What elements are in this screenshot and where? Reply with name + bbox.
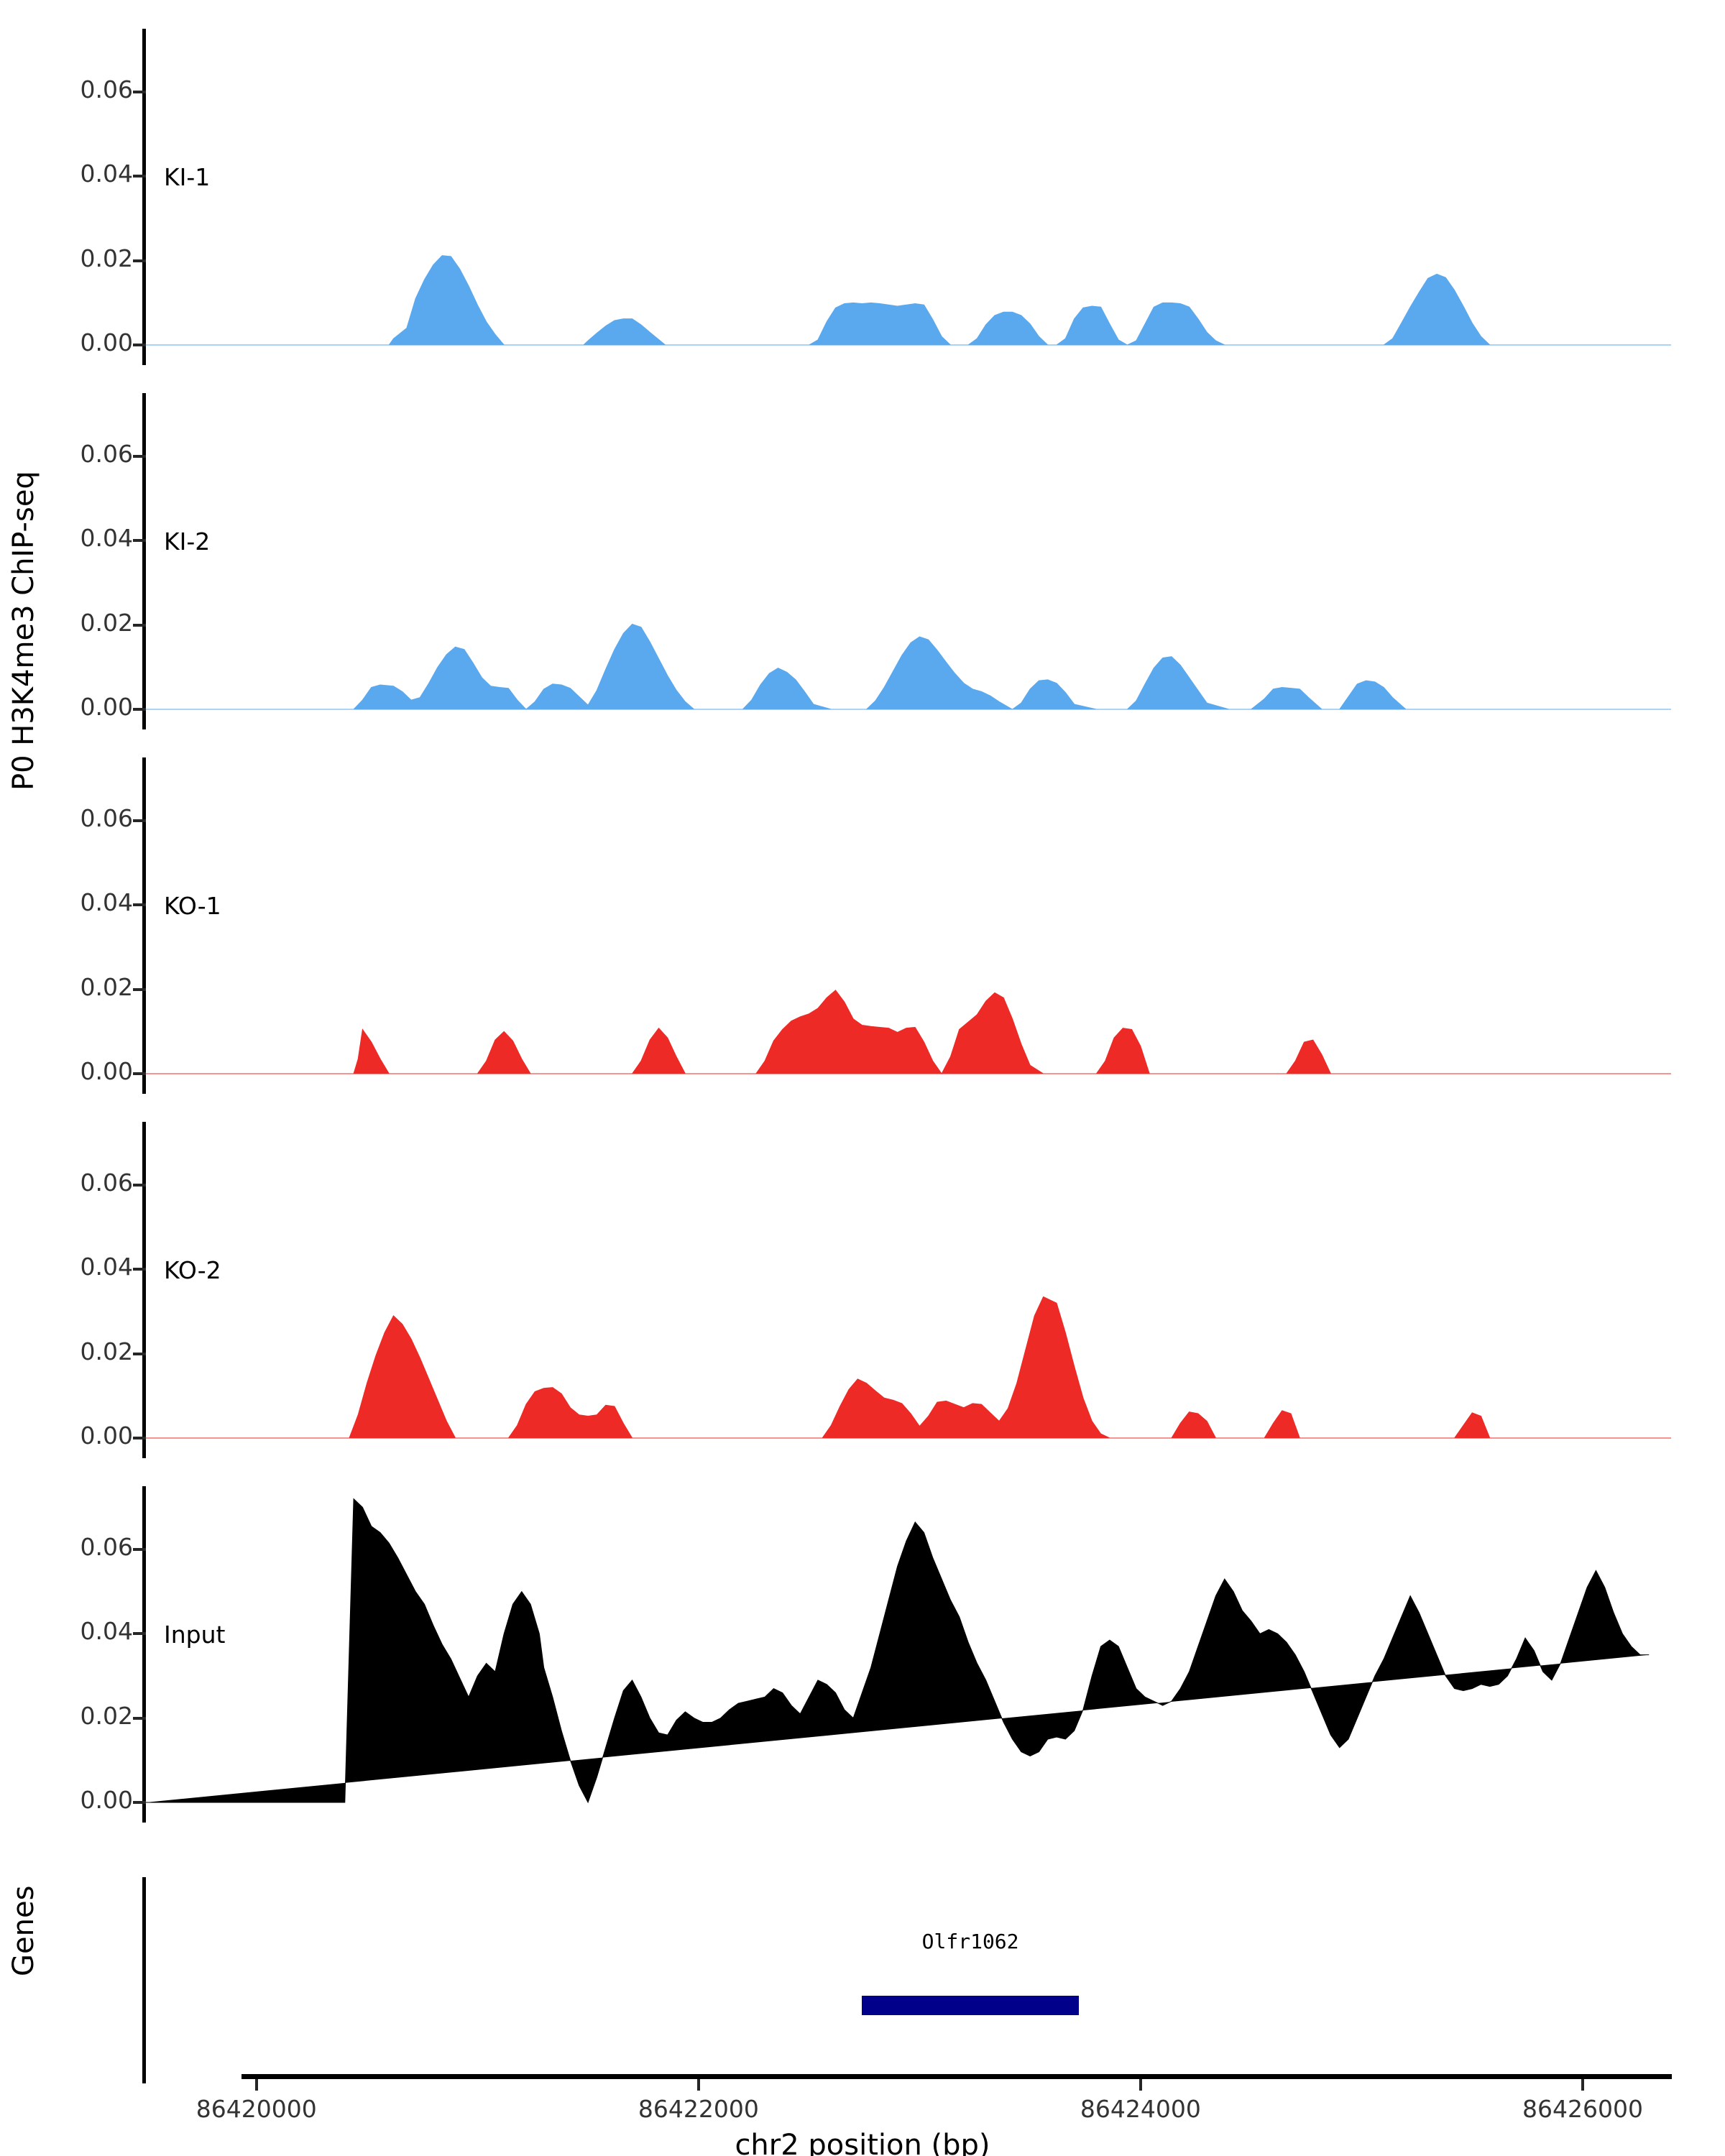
y-tick-label: 0.00	[80, 328, 133, 356]
signal-svg	[146, 990, 1671, 1074]
y-tick	[133, 1072, 146, 1075]
x-tick	[254, 2079, 258, 2091]
signal-path	[146, 623, 1671, 710]
track-label-input: Input	[164, 1621, 226, 1649]
track-ko-2: 0.00 0.02 0.04 0.06 KO-2	[0, 1122, 1725, 1458]
y-tick-label: 0.02	[80, 972, 133, 1001]
y-tick-label: 0.04	[80, 524, 133, 553]
y-axis-spine	[142, 1122, 146, 1458]
track-label-ko-1: KO-1	[164, 892, 221, 921]
y-tick-label: 0.00	[80, 693, 133, 721]
signal-svg	[146, 1296, 1671, 1439]
genes-panel-label: Genes	[7, 1885, 40, 1976]
y-tick-label: 0.06	[80, 440, 133, 468]
y-tick	[133, 987, 146, 991]
y-tick-label: 0.02	[80, 244, 133, 272]
y-tick-label: 0.00	[80, 1786, 133, 1814]
y-axis-spine	[142, 29, 146, 365]
y-tick-label: 0.02	[80, 608, 133, 637]
signal-path	[146, 1296, 1671, 1439]
signal-svg	[146, 255, 1671, 346]
y-tick-label: 0.04	[80, 888, 133, 917]
x-tick	[696, 2079, 700, 2091]
x-tick-label: 86420000	[196, 2095, 317, 2123]
track-label-ko-2: KO-2	[164, 1256, 221, 1285]
signal-area-input	[146, 1486, 1671, 1823]
y-tick	[133, 1352, 146, 1355]
genes-panel-spine	[142, 1877, 146, 2083]
track-ki-2: 0.00 0.02 0.04 0.06 KI-2	[0, 393, 1725, 729]
y-tick	[133, 819, 146, 822]
y-tick	[133, 259, 146, 262]
track-ki-1: 0.00 0.02 0.04 0.06 KI-1	[0, 29, 1725, 365]
x-axis-spine	[242, 2074, 1672, 2079]
y-axis-spine	[142, 393, 146, 729]
y-tick-label: 0.00	[80, 1422, 133, 1450]
signal-path	[146, 255, 1671, 346]
signal-path	[146, 990, 1671, 1074]
gene-body-bar[interactable]	[862, 1996, 1079, 2015]
y-tick-label: 0.06	[80, 804, 133, 832]
x-tick	[1138, 2079, 1142, 2091]
x-tick-label: 86422000	[638, 2095, 759, 2123]
x-tick	[1581, 2079, 1584, 2091]
y-tick-label: 0.02	[80, 1337, 133, 1365]
y-tick	[133, 1801, 146, 1804]
x-axis-label: chr2 position (bp)	[735, 2129, 990, 2156]
signal-svg	[146, 623, 1671, 710]
y-tick-label: 0.00	[80, 1057, 133, 1085]
y-tick-label: 0.02	[80, 1701, 133, 1730]
gene-name-label: Olfr1062	[921, 1930, 1019, 1953]
y-tick	[133, 1548, 146, 1551]
y-tick-label: 0.04	[80, 160, 133, 188]
track-input: 0.00 0.02 0.04 0.06 Input	[0, 1486, 1725, 1823]
signal-svg	[146, 1498, 1650, 1804]
y-tick	[133, 1437, 146, 1439]
y-tick	[133, 175, 146, 178]
y-tick	[133, 708, 146, 711]
y-tick	[133, 91, 146, 93]
signal-area-ki-2	[146, 393, 1671, 729]
signal-area-ki-1	[146, 29, 1671, 365]
y-tick-label: 0.06	[80, 75, 133, 103]
y-axis-spine	[142, 1486, 146, 1823]
track-label-ki-1: KI-1	[164, 163, 211, 192]
y-tick-label: 0.06	[80, 1533, 133, 1561]
y-tick	[133, 344, 146, 346]
signal-area-ko-2	[146, 1122, 1671, 1458]
track-ko-1: 0.00 0.02 0.04 0.06 KO-1	[0, 757, 1725, 1094]
y-tick-label: 0.06	[80, 1169, 133, 1197]
x-tick-label: 86426000	[1522, 2095, 1643, 2123]
y-tick	[133, 1268, 146, 1271]
y-tick	[133, 1716, 146, 1720]
y-tick-label: 0.04	[80, 1253, 133, 1281]
y-tick	[133, 623, 146, 627]
y-tick	[133, 1184, 146, 1187]
signal-area-ko-1	[146, 757, 1671, 1094]
x-tick-label: 86424000	[1080, 2095, 1201, 2123]
y-tick	[133, 903, 146, 907]
y-tick	[133, 455, 146, 458]
y-tick	[133, 1632, 146, 1636]
y-tick	[133, 539, 146, 543]
track-label-ki-2: KI-2	[164, 528, 211, 556]
signal-path	[146, 1498, 1650, 1804]
y-tick-label: 0.04	[80, 1617, 133, 1646]
y-axis-spine	[142, 757, 146, 1094]
